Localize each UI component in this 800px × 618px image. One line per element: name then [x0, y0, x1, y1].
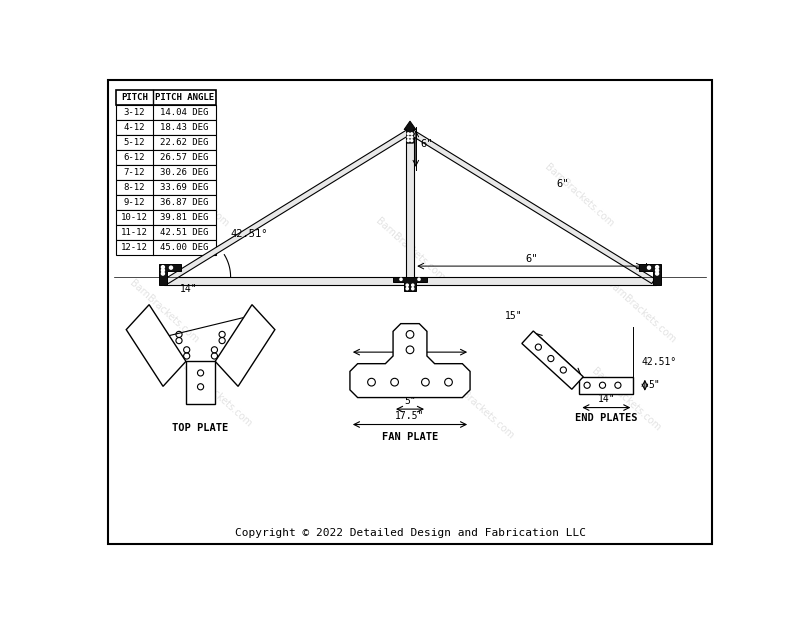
Text: BarnBrackets.com: BarnBrackets.com — [127, 278, 200, 345]
Text: 5": 5" — [404, 396, 416, 406]
Text: 3-12: 3-12 — [123, 108, 145, 117]
Polygon shape — [409, 129, 655, 284]
Circle shape — [400, 278, 402, 281]
Text: BarnBrackets.com: BarnBrackets.com — [181, 363, 254, 430]
Text: 4-12: 4-12 — [123, 122, 145, 132]
Polygon shape — [394, 277, 426, 292]
Circle shape — [655, 266, 658, 269]
Text: BarnBrackets.com: BarnBrackets.com — [543, 163, 616, 229]
Circle shape — [412, 287, 414, 290]
Text: 12-12: 12-12 — [121, 243, 148, 252]
Text: TOP PLATE: TOP PLATE — [173, 423, 229, 433]
Circle shape — [655, 272, 658, 275]
Polygon shape — [404, 121, 416, 143]
Circle shape — [410, 136, 413, 138]
Text: 6": 6" — [556, 179, 569, 189]
Text: 15": 15" — [506, 311, 523, 321]
Circle shape — [647, 266, 650, 269]
Bar — [164, 277, 656, 286]
Text: 13.5": 13.5" — [395, 339, 425, 349]
Bar — [116, 164, 216, 180]
Text: 42.51 DEG: 42.51 DEG — [160, 227, 209, 237]
Polygon shape — [639, 264, 661, 286]
Text: 14": 14" — [598, 394, 615, 404]
Text: 14": 14" — [180, 284, 198, 294]
Text: 33.69 DEG: 33.69 DEG — [160, 183, 209, 192]
Circle shape — [410, 140, 413, 142]
Bar — [116, 210, 216, 225]
Text: 8-12: 8-12 — [123, 183, 145, 192]
Circle shape — [170, 266, 173, 269]
Bar — [116, 104, 216, 120]
Text: PITCH ANGLE: PITCH ANGLE — [155, 93, 214, 101]
Bar — [116, 135, 216, 150]
Bar — [186, 362, 215, 404]
Circle shape — [655, 269, 658, 272]
Circle shape — [406, 287, 408, 290]
Text: PITCH: PITCH — [121, 93, 148, 101]
Circle shape — [412, 284, 414, 286]
Text: 14.04 DEG: 14.04 DEG — [160, 108, 209, 117]
Circle shape — [418, 278, 420, 281]
Bar — [116, 90, 216, 104]
Bar — [116, 120, 216, 135]
Polygon shape — [126, 305, 186, 386]
Polygon shape — [159, 264, 181, 286]
Text: 18.43 DEG: 18.43 DEG — [160, 122, 209, 132]
Text: 30.26 DEG: 30.26 DEG — [160, 167, 209, 177]
Circle shape — [410, 133, 413, 135]
Text: 5-12: 5-12 — [123, 138, 145, 146]
Bar — [116, 240, 216, 255]
Text: FAN PLATE: FAN PLATE — [382, 432, 438, 442]
Circle shape — [407, 140, 410, 142]
Text: 39.81 DEG: 39.81 DEG — [160, 213, 209, 222]
Bar — [116, 150, 216, 164]
Bar — [116, 180, 216, 195]
Text: 11-12: 11-12 — [121, 227, 148, 237]
Circle shape — [406, 284, 408, 286]
Text: 7-12: 7-12 — [123, 167, 145, 177]
Text: 26.57 DEG: 26.57 DEG — [160, 153, 209, 162]
Polygon shape — [215, 305, 275, 386]
Polygon shape — [165, 129, 411, 284]
Text: BarnBrackets.com: BarnBrackets.com — [443, 374, 516, 441]
Text: 10-12: 10-12 — [121, 213, 148, 222]
Circle shape — [407, 136, 410, 138]
Text: 6-12: 6-12 — [123, 153, 145, 162]
Circle shape — [162, 269, 165, 272]
Text: 5": 5" — [194, 374, 206, 384]
Bar — [406, 131, 414, 286]
Circle shape — [162, 266, 165, 269]
Text: 45.00 DEG: 45.00 DEG — [160, 243, 209, 252]
Text: 42.51°: 42.51° — [641, 357, 676, 367]
Text: 42.51°: 42.51° — [230, 229, 268, 239]
Text: BarnBrackets.com: BarnBrackets.com — [589, 366, 662, 433]
Circle shape — [162, 272, 165, 275]
Text: 17.5": 17.5" — [395, 411, 425, 421]
Text: 6": 6" — [526, 254, 538, 264]
Text: END PLATES: END PLATES — [575, 413, 638, 423]
Text: BarnBrackets.com: BarnBrackets.com — [158, 163, 231, 229]
Text: 5": 5" — [649, 380, 661, 390]
Text: 9-12: 9-12 — [123, 198, 145, 206]
Text: BarnBrackets.com: BarnBrackets.com — [374, 216, 446, 283]
Text: 6": 6" — [421, 138, 433, 149]
Circle shape — [407, 133, 410, 135]
Polygon shape — [350, 324, 470, 397]
Polygon shape — [579, 377, 634, 394]
Text: Copyright © 2022 Detailed Design and Fabrication LLC: Copyright © 2022 Detailed Design and Fab… — [234, 528, 586, 538]
Text: 22.62 DEG: 22.62 DEG — [160, 138, 209, 146]
Bar — [116, 225, 216, 240]
Text: 36.87 DEG: 36.87 DEG — [160, 198, 209, 206]
Bar — [116, 195, 216, 210]
Text: BarnBrackets.com: BarnBrackets.com — [605, 278, 678, 345]
Polygon shape — [522, 331, 583, 389]
